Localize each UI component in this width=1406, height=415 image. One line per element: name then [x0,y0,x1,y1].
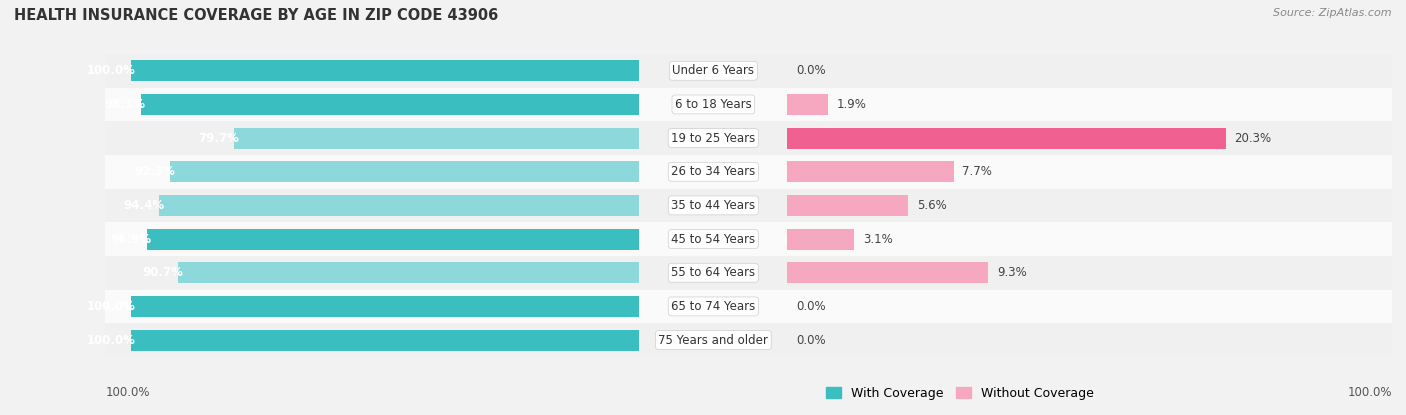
Text: 100.0%: 100.0% [87,300,136,313]
Text: 6 to 18 Years: 6 to 18 Years [675,98,752,111]
Text: 90.7%: 90.7% [142,266,183,279]
Bar [787,323,1392,357]
Bar [787,229,855,249]
Text: 100.0%: 100.0% [87,334,136,347]
Text: 100.0%: 100.0% [1347,386,1392,399]
Text: 55 to 64 Years: 55 to 64 Years [671,266,755,279]
Text: 45 to 54 Years: 45 to 54 Years [671,232,755,246]
Bar [787,94,828,115]
Text: 100.0%: 100.0% [105,386,150,399]
Bar [640,54,787,88]
Text: 26 to 34 Years: 26 to 34 Years [671,165,755,178]
Bar [787,54,1392,88]
Bar [787,128,1226,149]
Text: 9.3%: 9.3% [997,266,1026,279]
Bar [146,229,640,249]
Text: 20.3%: 20.3% [1234,132,1271,144]
Bar [179,262,640,283]
Text: 79.7%: 79.7% [198,132,239,144]
Bar [131,60,640,81]
Text: 7.7%: 7.7% [962,165,993,178]
Legend: With Coverage, Without Coverage: With Coverage, Without Coverage [821,382,1098,405]
Bar [640,121,787,155]
Bar [787,121,1392,155]
Bar [787,88,1392,121]
Text: 19 to 25 Years: 19 to 25 Years [671,132,755,144]
Bar [640,222,787,256]
Bar [787,195,908,216]
Bar [105,88,640,121]
Text: 0.0%: 0.0% [796,334,825,347]
Text: 98.1%: 98.1% [104,98,146,111]
Bar [105,323,640,357]
Text: 1.9%: 1.9% [837,98,868,111]
Bar [159,195,640,216]
Bar [640,290,787,323]
Text: 75 Years and older: 75 Years and older [658,334,768,347]
Bar [640,323,787,357]
Bar [105,290,640,323]
Text: 5.6%: 5.6% [917,199,946,212]
Bar [131,330,640,351]
Bar [233,128,640,149]
Text: 92.3%: 92.3% [134,165,176,178]
Bar [787,290,1392,323]
Bar [640,256,787,290]
Text: 3.1%: 3.1% [863,232,893,246]
Text: 65 to 74 Years: 65 to 74 Years [671,300,755,313]
Bar [640,155,787,188]
Text: Source: ZipAtlas.com: Source: ZipAtlas.com [1274,8,1392,18]
Bar [105,121,640,155]
Text: 35 to 44 Years: 35 to 44 Years [671,199,755,212]
Bar [170,161,640,182]
Text: 96.9%: 96.9% [111,232,152,246]
Bar [787,161,953,182]
Text: HEALTH INSURANCE COVERAGE BY AGE IN ZIP CODE 43906: HEALTH INSURANCE COVERAGE BY AGE IN ZIP … [14,8,498,23]
Bar [640,188,787,222]
Bar [640,88,787,121]
Bar [105,155,640,188]
Text: Under 6 Years: Under 6 Years [672,64,754,77]
Bar [131,296,640,317]
Text: 0.0%: 0.0% [796,300,825,313]
Text: 100.0%: 100.0% [87,64,136,77]
Bar [787,155,1392,188]
Text: 0.0%: 0.0% [796,64,825,77]
Bar [105,188,640,222]
Text: 94.4%: 94.4% [124,199,165,212]
Bar [105,222,640,256]
Bar [787,222,1392,256]
Bar [141,94,640,115]
Bar [787,256,1392,290]
Bar [787,262,988,283]
Bar [105,54,640,88]
Bar [105,256,640,290]
Bar [787,188,1392,222]
